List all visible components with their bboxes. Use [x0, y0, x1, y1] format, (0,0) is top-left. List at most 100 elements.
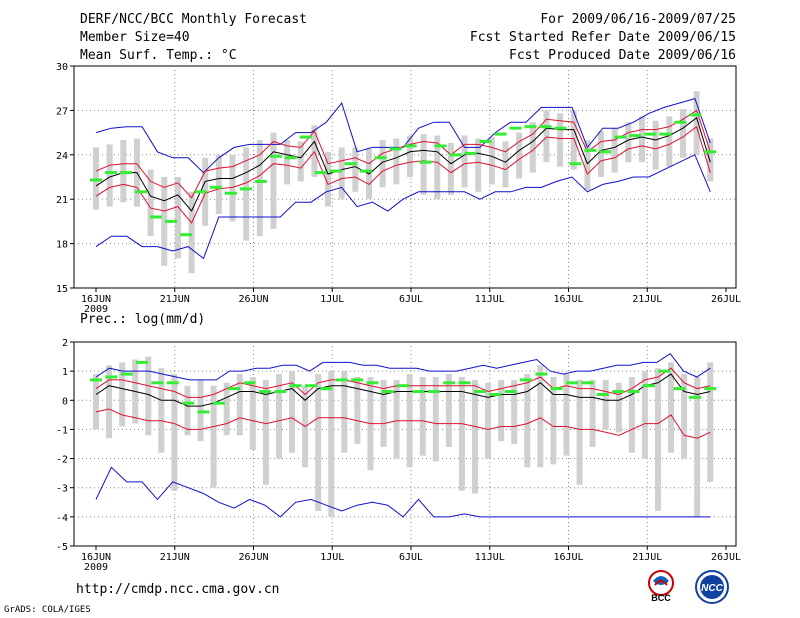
precip-title: Prec.: log(mm/d)	[80, 312, 205, 327]
x-tick-label: 16JUL	[553, 552, 583, 563]
member-range-bar	[420, 134, 427, 195]
member-range-bar	[693, 91, 700, 155]
member-range-bar	[563, 374, 570, 456]
member-range-bar	[570, 110, 577, 170]
member-range-bar	[315, 374, 322, 512]
forecast-produced-label: Fcst Produced Date 2009/06/16	[509, 48, 736, 63]
member-range-bar	[174, 177, 181, 259]
member-range-bar	[488, 137, 495, 185]
member-range-bar	[668, 362, 675, 453]
member-range-bar	[284, 140, 291, 185]
member-range-bar	[445, 374, 452, 447]
member-range-bar	[681, 374, 688, 459]
member-range-bar	[434, 135, 441, 200]
member-range-bar	[543, 110, 550, 163]
y-tick-label: -4	[56, 513, 68, 524]
x-tick-label: 26JUL	[711, 552, 741, 563]
member-range-bar	[325, 151, 332, 207]
x-tick-label: 1JUL	[320, 552, 344, 563]
member-range-bar	[639, 116, 645, 163]
member-range-bar	[628, 376, 635, 453]
variable-label: Mean Surf. Temp.: °C	[80, 48, 237, 63]
member-range-bar	[270, 132, 277, 229]
member-range-bar	[338, 147, 345, 200]
member-range-bar	[379, 140, 386, 188]
y-tick-label: 1	[62, 367, 68, 378]
x-year-label: 2009	[84, 304, 108, 315]
member-range-bar	[106, 365, 113, 439]
y-tick-label: 24	[56, 151, 68, 162]
ensemble-mean-line	[95, 116, 711, 212]
member-range-bar	[210, 385, 217, 488]
member-range-bar	[589, 379, 596, 447]
member-range-bar	[602, 379, 609, 430]
member-range-bar	[584, 140, 591, 191]
member-range-bar	[147, 169, 154, 237]
member-range-bar	[393, 379, 400, 459]
plus-sd-line	[95, 109, 711, 199]
x-tick-label: 26JUN	[238, 294, 268, 305]
member-range-bar	[576, 379, 583, 485]
member-range-bar	[707, 362, 714, 482]
member-range-bar	[625, 122, 632, 163]
x-tick-label: 11JUL	[475, 294, 505, 305]
member-range-bar	[447, 142, 454, 195]
member-range-bar	[550, 376, 557, 465]
y-tick-label: 18	[56, 240, 68, 251]
x-year-label: 2009	[84, 562, 108, 573]
member-range-bar	[516, 132, 523, 179]
member-range-bar	[215, 154, 222, 214]
member-range-bar	[679, 108, 686, 158]
y-tick-label: -3	[56, 484, 68, 495]
x-tick-label: 16JUN	[81, 294, 111, 305]
member-range-bar	[406, 135, 413, 177]
member-range-bar	[557, 113, 564, 167]
y-tick-label: 15	[56, 284, 68, 295]
minus-sd-line	[95, 125, 711, 224]
ncc-logo-label: NCC	[701, 583, 723, 594]
y-tick-label: 21	[56, 195, 68, 206]
forecast-started-label: Fcst Started Refer Date 2009/06/15	[469, 30, 736, 45]
ncc-logo-icon: NCC	[695, 570, 729, 604]
member-range-bar	[161, 177, 168, 266]
member-range-bar	[475, 138, 482, 192]
forecast-period-label: For 2009/06/16-2009/07/25	[540, 12, 736, 27]
ensemble-mean-line	[95, 373, 711, 407]
member-range-bar	[537, 365, 544, 468]
member-range-bar	[184, 385, 191, 436]
x-tick-label: 21JUN	[160, 552, 190, 563]
member-range-bar	[352, 147, 359, 192]
member-range-bar	[393, 138, 400, 185]
precipitation-panel: -5 -4 -3 -2 -1 0 1 2 16JUN 21JUN 26JUN 1JUL 6JUL 11JU…	[56, 338, 741, 573]
source-url[interactable]: http://cmdp.ncc.cma.gov.cn	[76, 582, 280, 597]
member-range-bar	[171, 374, 178, 491]
member-range-bar	[93, 374, 99, 430]
min-line	[95, 466, 711, 518]
y-tick-label: 0	[62, 396, 68, 407]
member-range-bar	[236, 374, 243, 436]
member-range-bar	[524, 374, 531, 468]
member-range-bar	[275, 374, 282, 459]
member-range-bar	[472, 379, 479, 494]
plot-frame	[73, 65, 737, 289]
member-range-bar	[106, 144, 113, 207]
member-range-bar	[485, 382, 492, 459]
y-tick-label: 30	[56, 62, 68, 73]
member-range-bar	[297, 141, 304, 182]
x-tick-label: 21JUL	[632, 552, 662, 563]
member-range-bar	[289, 371, 296, 453]
y-tick-label: -1	[56, 425, 68, 436]
x-tick-label: 16JUL	[553, 294, 583, 305]
member-range-bar	[654, 368, 661, 512]
member-range-bar	[611, 128, 618, 173]
x-tick-label: 26JUN	[238, 552, 268, 563]
x-tick-label: 1JUL	[320, 294, 344, 305]
member-range-bar	[223, 382, 230, 436]
member-range-bar	[461, 135, 468, 188]
member-range-bar	[598, 131, 605, 177]
x-tick-label: 26JUL	[711, 294, 741, 305]
y-tick-label: 27	[56, 106, 68, 117]
member-range-bar	[615, 382, 622, 433]
y-tick-label: -5	[56, 542, 68, 553]
member-range-bar	[432, 376, 439, 462]
